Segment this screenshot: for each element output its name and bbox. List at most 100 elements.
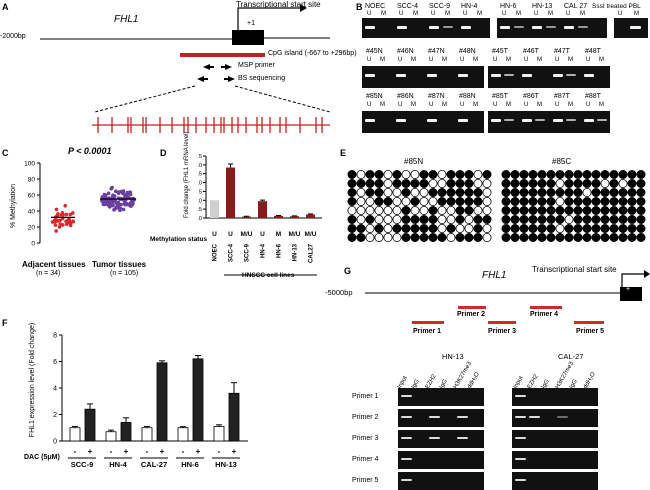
cpg-circle (410, 178, 420, 188)
cpg-circle (573, 187, 583, 197)
gel-band (427, 119, 437, 122)
um-label: U (555, 102, 560, 108)
primer-3-label: Primer 3 (488, 328, 517, 335)
cpg-circle (392, 187, 402, 197)
cpg-circle (627, 233, 637, 243)
um-label: U (586, 102, 591, 108)
bisulfite-lollipop (347, 170, 646, 243)
gel-band (429, 416, 440, 418)
sample-label: #48N (459, 48, 476, 55)
gel-band (427, 74, 437, 77)
cpg-circle (383, 196, 393, 206)
scatter-point (110, 199, 114, 204)
cpg-circle (564, 170, 574, 179)
gene-name: FHL1 (114, 14, 139, 25)
cpg-circle (428, 206, 438, 216)
um-label: U (429, 102, 434, 108)
cpg-circle (365, 224, 375, 234)
sample-label: #88T (585, 93, 601, 100)
cpg-circle (347, 187, 357, 197)
cpg-circle (501, 206, 511, 216)
cpg-circle (365, 196, 375, 206)
cpg-circle (482, 215, 492, 225)
cpg-circle (573, 215, 583, 225)
gel-band (500, 26, 510, 29)
scatter-point (100, 199, 104, 203)
cpg-circle (356, 196, 366, 206)
gel-strip (398, 451, 484, 469)
um-label: U (493, 102, 498, 108)
bar (226, 167, 235, 218)
scatter-point (60, 210, 65, 215)
cpg-circle (374, 170, 384, 179)
scatter-point (54, 229, 58, 233)
gel-band (457, 416, 468, 418)
gel-strip (488, 111, 610, 133)
cpg-circle (455, 215, 465, 225)
scatter-point (60, 223, 65, 227)
scatter-point (53, 223, 58, 227)
gel-band (522, 74, 532, 77)
um-label: M (568, 102, 573, 108)
cpg-circle (356, 215, 366, 225)
panel-d-label: D (160, 148, 167, 158)
cell-line-label: CAL27 (309, 243, 315, 263)
bar (141, 427, 153, 442)
dac-sign: + (196, 447, 201, 456)
cpg-circle (609, 233, 619, 243)
scatter-point (54, 207, 59, 212)
um-label: M (599, 57, 604, 63)
cpg-circle (546, 224, 556, 234)
cpg-circle (618, 233, 628, 243)
um-label: M (442, 57, 447, 63)
cpg-circle (392, 196, 402, 206)
sample-label: #86N (397, 93, 414, 100)
y-tick-label: 0 (31, 241, 35, 248)
cpg-circle (401, 187, 411, 197)
cpg-circle (510, 233, 520, 243)
cpg-circle (482, 224, 492, 234)
scatter-point (103, 194, 108, 198)
gel-band (429, 26, 439, 29)
cpg-circle (636, 170, 646, 179)
gel-band (515, 416, 526, 418)
um-label: U (555, 57, 560, 63)
cpg-circle (383, 233, 393, 243)
y-tick-label: 3.0 (198, 163, 202, 169)
cpg-circle (618, 206, 628, 216)
cpg-circle (609, 196, 619, 206)
cpg-circle (410, 187, 420, 197)
cpg-circle (401, 224, 411, 234)
cell-line-label: HN-13 (293, 243, 299, 261)
primer-2-label: Primer 2 (457, 311, 486, 318)
cpg-circle (537, 224, 547, 234)
cpg-circle (392, 170, 402, 179)
gel-band (557, 416, 568, 418)
cpg-circle (501, 196, 511, 206)
cpg-circle (347, 196, 357, 206)
um-label: M (506, 57, 511, 63)
panel-g-plus: + (626, 286, 631, 293)
gel-band (515, 437, 526, 439)
cpg-circle (365, 187, 375, 197)
cpg-circle (482, 206, 492, 216)
cpg-circle (528, 215, 538, 225)
y-tick-label: 20 (28, 225, 36, 232)
cpg-circle (609, 215, 619, 225)
cpg-circle (537, 170, 547, 179)
y-tick-label: 40 (28, 209, 36, 216)
um-label: M (473, 102, 478, 108)
cpg-circle (636, 224, 646, 234)
primer-row-label: Primer 2 (352, 414, 379, 421)
cell-line-label: SCC-9 (245, 243, 251, 262)
gel-band (546, 26, 556, 28)
gel-band (401, 458, 412, 460)
gel-strip (512, 451, 598, 469)
cpg-circle (482, 170, 492, 179)
cpg-circle (446, 215, 456, 225)
status-label: U (212, 231, 217, 238)
cpg-circle (446, 224, 456, 234)
cpg-circle (510, 170, 520, 179)
bar (156, 362, 168, 442)
cpg-circle (383, 187, 393, 197)
